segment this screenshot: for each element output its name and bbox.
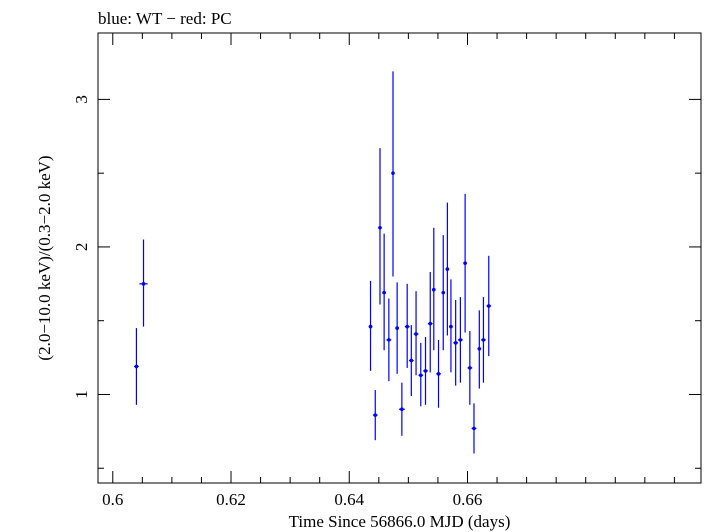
point-marker xyxy=(134,364,139,369)
x-tick-label: 0.64 xyxy=(334,490,364,509)
point-marker xyxy=(472,426,476,431)
data-point xyxy=(453,300,459,386)
point-marker xyxy=(463,261,467,265)
point-marker xyxy=(436,372,441,376)
data-point xyxy=(449,279,453,373)
data-point xyxy=(418,342,424,407)
y-tick-label: 1 xyxy=(72,390,91,399)
point-marker xyxy=(368,324,373,329)
point-marker xyxy=(400,407,404,412)
point-marker xyxy=(382,290,386,295)
y-axis-label: (2.0−10.0 keV)/(0.3−2.0 keV) xyxy=(35,155,54,360)
data-point xyxy=(398,382,405,436)
point-marker xyxy=(395,326,399,330)
data-point xyxy=(372,390,378,441)
point-marker xyxy=(453,341,458,345)
data-point xyxy=(378,148,382,305)
point-marker xyxy=(486,304,491,308)
data-point xyxy=(368,280,373,371)
point-marker xyxy=(428,321,433,326)
x-tick-label: 0.62 xyxy=(216,490,246,509)
x-axis-label: Time Since 56866.0 MJD (days) xyxy=(289,512,511,531)
plot-frame xyxy=(97,32,702,484)
data-point xyxy=(458,297,463,383)
data-point xyxy=(436,339,441,408)
data-point xyxy=(391,71,395,277)
data-point xyxy=(431,227,436,351)
point-marker xyxy=(414,332,418,336)
data-point xyxy=(477,310,482,389)
data-point xyxy=(463,193,467,333)
data-point xyxy=(445,202,450,336)
data-point xyxy=(486,255,492,357)
data-point xyxy=(139,239,148,327)
point-marker xyxy=(378,225,382,230)
data-point xyxy=(481,297,486,383)
data-point xyxy=(382,233,386,351)
data-point xyxy=(404,283,410,368)
data-point xyxy=(441,235,446,351)
point-marker xyxy=(431,287,436,292)
x-tick-label: 0.66 xyxy=(453,490,483,509)
data-series-wt xyxy=(134,71,492,454)
data-point xyxy=(427,272,433,373)
data-point xyxy=(386,298,392,382)
point-marker xyxy=(141,282,146,286)
y-tick-label: 3 xyxy=(72,95,91,104)
point-marker xyxy=(409,358,414,363)
data-point xyxy=(408,325,414,396)
chart-title: blue: WT − red: PC xyxy=(98,9,232,28)
point-marker xyxy=(441,290,446,295)
data-point xyxy=(471,403,477,454)
point-marker xyxy=(481,338,486,342)
point-marker xyxy=(458,338,463,342)
data-point xyxy=(423,336,428,405)
point-marker xyxy=(373,413,378,417)
data-point xyxy=(413,291,419,376)
point-marker xyxy=(418,373,423,378)
data-point xyxy=(467,331,473,405)
point-marker xyxy=(468,366,472,370)
point-marker xyxy=(405,324,409,329)
point-marker xyxy=(477,346,482,351)
x-tick-label: 0.6 xyxy=(102,490,123,509)
axis-ticks xyxy=(98,33,701,483)
y-tick-label: 2 xyxy=(72,243,91,252)
point-marker xyxy=(423,369,428,373)
data-point xyxy=(134,328,139,405)
point-marker xyxy=(449,324,453,329)
point-marker xyxy=(391,171,395,175)
axis-tick-labels: 0.6 0.62 0.64 0.66 1 2 3 xyxy=(72,95,482,509)
point-marker xyxy=(445,267,450,271)
data-point xyxy=(395,282,399,374)
point-marker xyxy=(387,338,391,342)
